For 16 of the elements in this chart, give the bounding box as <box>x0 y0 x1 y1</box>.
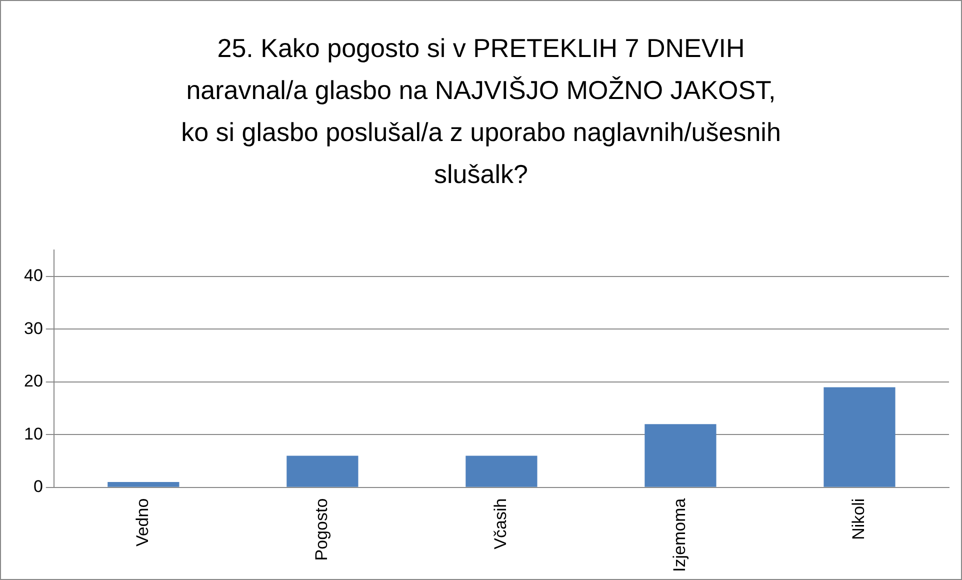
bar <box>108 482 180 487</box>
x-tick-label: Izjemoma <box>670 498 690 572</box>
x-tick-label: Včasih <box>491 498 510 550</box>
chart-title: 25. Kako pogosto si v PRETEKLIH 7 DNEVIH naravnal/a glasbo na NAJVIŠJO MOŽNO JAKOST, ko si glasbo poslušal/a z uporabo naglavnih/ušesnih slušalk? <box>181 32 781 191</box>
x-tick-label: Nikoli <box>849 498 868 540</box>
bar <box>286 456 358 487</box>
y-tick-label: 40 <box>24 266 43 286</box>
y-tick-label: 30 <box>24 318 43 338</box>
x-tick-label: Pogosto <box>312 498 332 561</box>
bar <box>644 424 716 487</box>
x-tick-label: Vedno <box>133 498 152 547</box>
y-tick-label: 0 <box>33 477 43 496</box>
bar <box>824 387 896 487</box>
y-tick-label: 10 <box>24 424 43 444</box>
y-tick-label: 20 <box>24 372 43 391</box>
bar <box>466 456 538 487</box>
